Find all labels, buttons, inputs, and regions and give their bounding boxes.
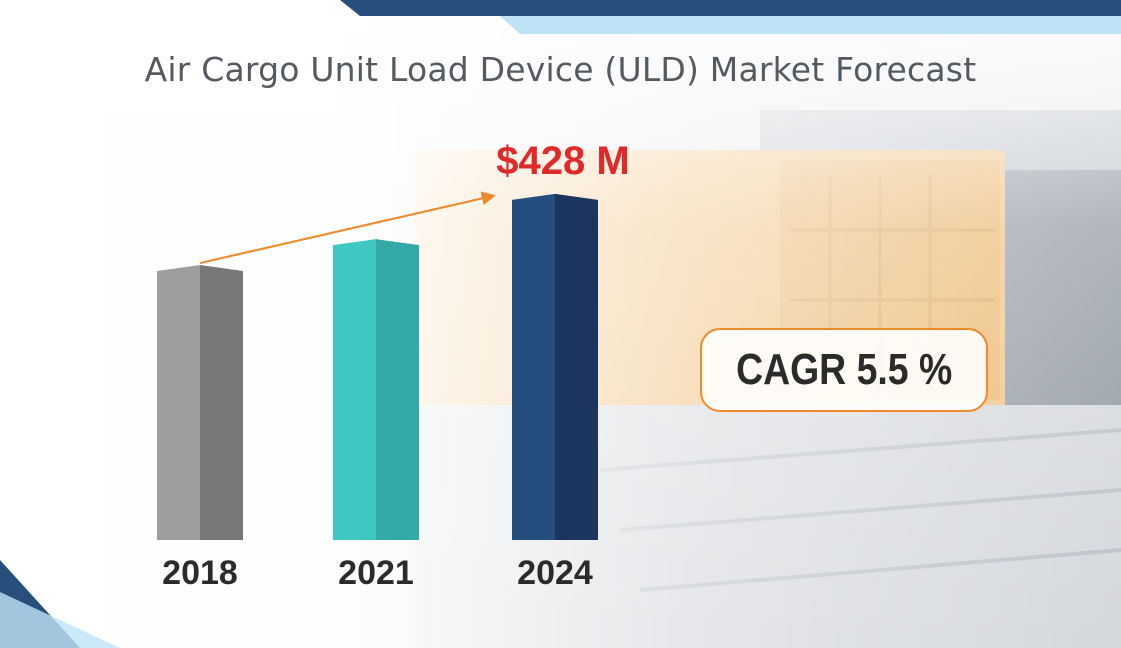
bar-shade: [555, 193, 598, 540]
bar-2024: [512, 193, 598, 540]
growth-arrow: [199, 191, 496, 265]
bar-2018: [157, 265, 243, 540]
tick-label-2021: 2021: [338, 554, 414, 592]
bar-face: [157, 265, 200, 540]
cagr-badge: CAGR 5.5 %: [700, 328, 988, 412]
cagr-text: CAGR 5.5 %: [735, 345, 953, 394]
bar-shade: [376, 239, 419, 540]
bar-face: [512, 193, 555, 540]
tick-label-2018: 2018: [162, 554, 238, 592]
bar-2021: [333, 239, 419, 540]
tick-label-2024: 2024: [517, 554, 593, 592]
value-label-2024: $428 M: [496, 139, 629, 183]
bar-shade: [200, 265, 243, 540]
chart-title: Air Cargo Unit Load Device (ULD) Market …: [144, 50, 977, 89]
bar-face: [333, 239, 376, 540]
